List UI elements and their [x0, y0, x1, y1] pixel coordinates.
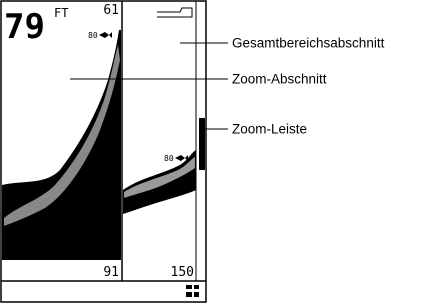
bottom-value: 150: [171, 265, 194, 280]
fish-depth: 80: [164, 154, 174, 163]
diagram: 79 FT 61 80 91 80 150 Gesamtbereichsabsc…: [0, 0, 428, 303]
callout-label: Zoom-Abschnitt: [232, 72, 327, 87]
zoom-bar: [199, 118, 205, 170]
depth: 79: [4, 7, 45, 47]
depth-unit: FT: [54, 6, 68, 20]
callout-label: Gesamtbereichsabschnitt: [232, 36, 385, 51]
callout-label: Zoom-Leiste: [232, 122, 307, 137]
fish-depth: 80: [88, 31, 98, 40]
top-value: 61: [103, 3, 119, 18]
bottom-value: 91: [103, 265, 119, 280]
